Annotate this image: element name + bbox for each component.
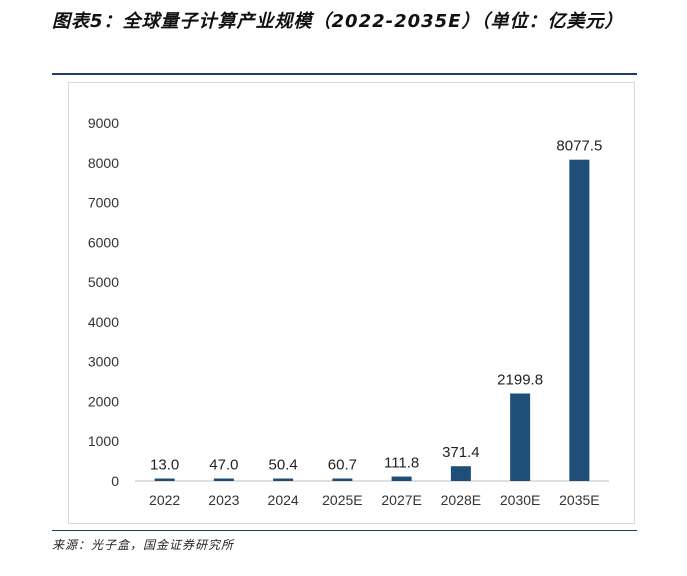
y-tick-label: 3000: [88, 354, 119, 370]
chart-frame: 0 1000 2000 3000 4000 5000 6000 7000 8000 9000 13.…: [68, 82, 635, 524]
bar-value-label: 371.4: [442, 444, 480, 461]
bar-value-label: 111.8: [384, 455, 419, 472]
bar-2035e: [569, 159, 590, 481]
y-tick-label: 9000: [88, 115, 119, 131]
x-tick-label: 2025E: [322, 492, 362, 508]
y-tick-label: 4000: [88, 314, 119, 330]
x-tick-label: 2030E: [500, 492, 540, 508]
bar-2027e: [391, 476, 412, 481]
y-tick-label: 6000: [88, 234, 119, 250]
figure-title: 图表5：全球量子计算产业规模（2022-2035E）（单位：亿美元）: [52, 11, 624, 32]
y-tick-label: 2000: [88, 393, 119, 409]
bar-value-label: 2199.8: [497, 371, 543, 388]
bar-2024: [273, 478, 294, 481]
bar-2022: [154, 478, 175, 481]
y-tick-label: 8000: [88, 155, 119, 171]
x-tick-label: 2022: [149, 492, 180, 508]
bar-2023: [213, 478, 234, 481]
title-divider: [52, 73, 637, 75]
x-tick-label: 2024: [268, 492, 299, 508]
y-tick-label: 5000: [88, 274, 119, 290]
bar-value-label: 8077.5: [556, 138, 602, 155]
x-tick-label: 2023: [208, 492, 239, 508]
x-tick-label: 2027E: [381, 492, 421, 508]
x-tick-label: 2035E: [559, 492, 599, 508]
bar-value-label: 13.0: [150, 457, 179, 474]
y-tick-label: 7000: [88, 195, 119, 211]
bar-value-label: 47.0: [209, 457, 238, 474]
source-divider: [52, 530, 637, 531]
bar-2028e: [450, 466, 471, 481]
bar-2030e: [510, 393, 531, 481]
bar-chart: 0 1000 2000 3000 4000 5000 6000 7000 8000 9000 13.…: [88, 115, 609, 508]
y-tick-label: 1000: [88, 433, 119, 449]
y-tick-label: 0: [111, 473, 119, 489]
x-tick-label: 2028E: [441, 492, 481, 508]
bar-2025e: [332, 478, 353, 481]
bar-value-label: 60.7: [328, 457, 357, 474]
source-note: 来源：光子盒，国金证券研究所: [52, 538, 235, 552]
bar-value-label: 50.4: [269, 457, 298, 474]
